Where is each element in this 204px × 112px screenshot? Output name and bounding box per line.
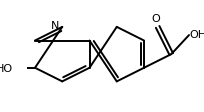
Text: N: N bbox=[51, 20, 59, 30]
Text: O: O bbox=[151, 14, 160, 24]
Text: OH: OH bbox=[190, 29, 204, 39]
Text: HO: HO bbox=[0, 63, 13, 73]
